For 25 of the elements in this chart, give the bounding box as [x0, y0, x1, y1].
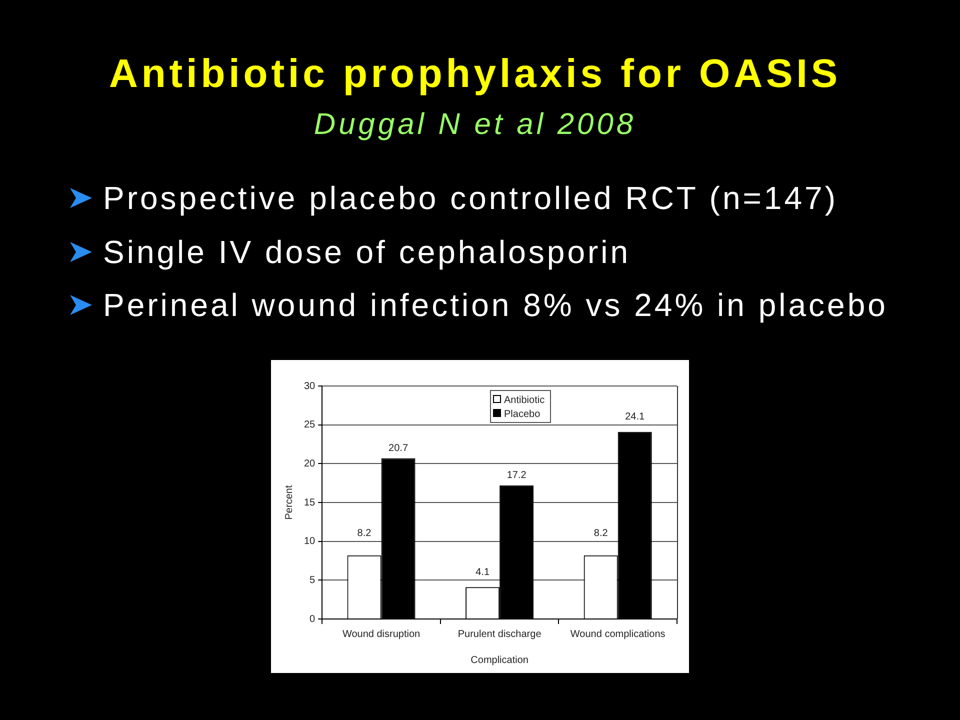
y-tick-label: 30: [304, 380, 316, 392]
data-label: 8.2: [357, 528, 372, 540]
x-tick-label: Wound complications: [570, 628, 666, 640]
text: Perineal wound infection 8% vs 24% in placebo: [103, 286, 888, 325]
y-tick-label: 20: [304, 458, 316, 470]
text: Prospective placebo controlled RCT (n=147): [103, 179, 838, 218]
chart-title: Antibiotic prophylaxis for OASIS: [108, 51, 842, 97]
data-label: 20.7: [388, 442, 408, 454]
y-tick-label: 25: [304, 420, 316, 431]
y-tick-label: 10: [304, 536, 316, 548]
data-label: 24.1: [625, 412, 646, 423]
legend-label: Antibiotic: [504, 394, 545, 406]
chart-subtitle: Duggal N et al 2008: [312, 107, 638, 143]
y-axis-title: Percent: [284, 485, 295, 520]
y-tick-label: 0: [310, 614, 316, 625]
x-tick-label: Purulent discharge: [458, 628, 542, 640]
data-label: 4.1: [476, 566, 490, 578]
legend-label: Placebo: [504, 408, 541, 420]
y-tick-label: 5: [310, 574, 316, 586]
y-tick-label: 15: [304, 497, 316, 508]
text: Single IV dose of cephalosporin: [103, 232, 631, 272]
data-label: 17.2: [506, 470, 527, 482]
data-label: 8.2: [594, 528, 608, 540]
x-axis-title: Complication: [470, 654, 528, 666]
x-tick-label: Wound disruption: [342, 628, 420, 640]
